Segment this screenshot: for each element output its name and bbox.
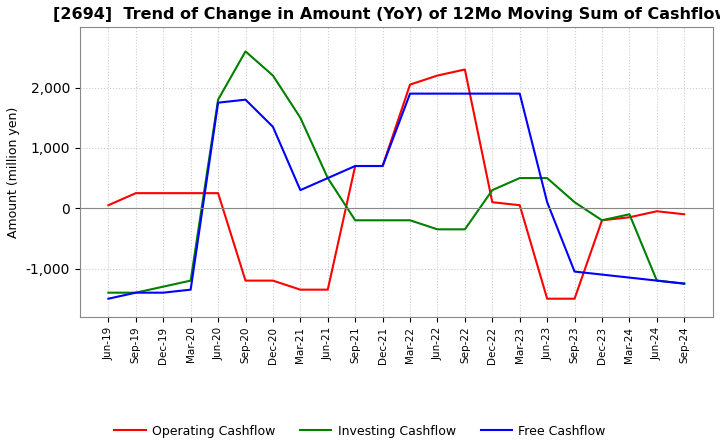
Investing Cashflow — [323, 176, 332, 181]
Investing Cashflow — [214, 97, 222, 102]
Operating Cashflow — [186, 191, 195, 196]
Line: Investing Cashflow: Investing Cashflow — [109, 51, 684, 293]
Investing Cashflow — [488, 187, 497, 193]
Line: Free Cashflow: Free Cashflow — [109, 94, 684, 299]
Operating Cashflow — [433, 73, 442, 78]
Investing Cashflow — [652, 278, 661, 283]
Investing Cashflow — [132, 290, 140, 295]
Investing Cashflow — [296, 115, 305, 121]
Operating Cashflow — [461, 67, 469, 72]
Free Cashflow — [625, 275, 634, 280]
Free Cashflow — [159, 290, 168, 295]
Operating Cashflow — [104, 202, 113, 208]
Operating Cashflow — [625, 215, 634, 220]
Investing Cashflow — [433, 227, 442, 232]
Investing Cashflow — [570, 200, 579, 205]
Free Cashflow — [269, 124, 277, 129]
Free Cashflow — [241, 97, 250, 102]
Operating Cashflow — [488, 200, 497, 205]
Y-axis label: Amount (million yen): Amount (million yen) — [7, 106, 20, 238]
Free Cashflow — [214, 100, 222, 105]
Investing Cashflow — [186, 278, 195, 283]
Investing Cashflow — [598, 218, 606, 223]
Investing Cashflow — [104, 290, 113, 295]
Free Cashflow — [433, 91, 442, 96]
Legend: Operating Cashflow, Investing Cashflow, Free Cashflow: Operating Cashflow, Investing Cashflow, … — [109, 420, 611, 440]
Investing Cashflow — [159, 284, 168, 289]
Free Cashflow — [461, 91, 469, 96]
Title: [2694]  Trend of Change in Amount (YoY) of 12Mo Moving Sum of Cashflows: [2694] Trend of Change in Amount (YoY) o… — [53, 7, 720, 22]
Operating Cashflow — [351, 163, 359, 169]
Investing Cashflow — [351, 218, 359, 223]
Operating Cashflow — [378, 163, 387, 169]
Free Cashflow — [104, 296, 113, 301]
Investing Cashflow — [241, 49, 250, 54]
Investing Cashflow — [405, 218, 414, 223]
Operating Cashflow — [516, 202, 524, 208]
Investing Cashflow — [516, 176, 524, 181]
Investing Cashflow — [625, 212, 634, 217]
Investing Cashflow — [269, 73, 277, 78]
Investing Cashflow — [378, 218, 387, 223]
Operating Cashflow — [570, 296, 579, 301]
Free Cashflow — [132, 290, 140, 295]
Free Cashflow — [680, 281, 688, 286]
Operating Cashflow — [132, 191, 140, 196]
Free Cashflow — [405, 91, 414, 96]
Operating Cashflow — [323, 287, 332, 292]
Investing Cashflow — [680, 281, 688, 286]
Operating Cashflow — [652, 209, 661, 214]
Line: Operating Cashflow: Operating Cashflow — [109, 70, 684, 299]
Free Cashflow — [378, 163, 387, 169]
Free Cashflow — [296, 187, 305, 193]
Operating Cashflow — [159, 191, 168, 196]
Free Cashflow — [351, 163, 359, 169]
Operating Cashflow — [214, 191, 222, 196]
Free Cashflow — [186, 287, 195, 292]
Free Cashflow — [570, 269, 579, 274]
Operating Cashflow — [543, 296, 552, 301]
Operating Cashflow — [405, 82, 414, 87]
Investing Cashflow — [461, 227, 469, 232]
Operating Cashflow — [296, 287, 305, 292]
Free Cashflow — [516, 91, 524, 96]
Investing Cashflow — [543, 176, 552, 181]
Free Cashflow — [323, 176, 332, 181]
Free Cashflow — [598, 272, 606, 277]
Free Cashflow — [488, 91, 497, 96]
Operating Cashflow — [598, 218, 606, 223]
Free Cashflow — [543, 200, 552, 205]
Operating Cashflow — [269, 278, 277, 283]
Operating Cashflow — [680, 212, 688, 217]
Free Cashflow — [652, 278, 661, 283]
Operating Cashflow — [241, 278, 250, 283]
